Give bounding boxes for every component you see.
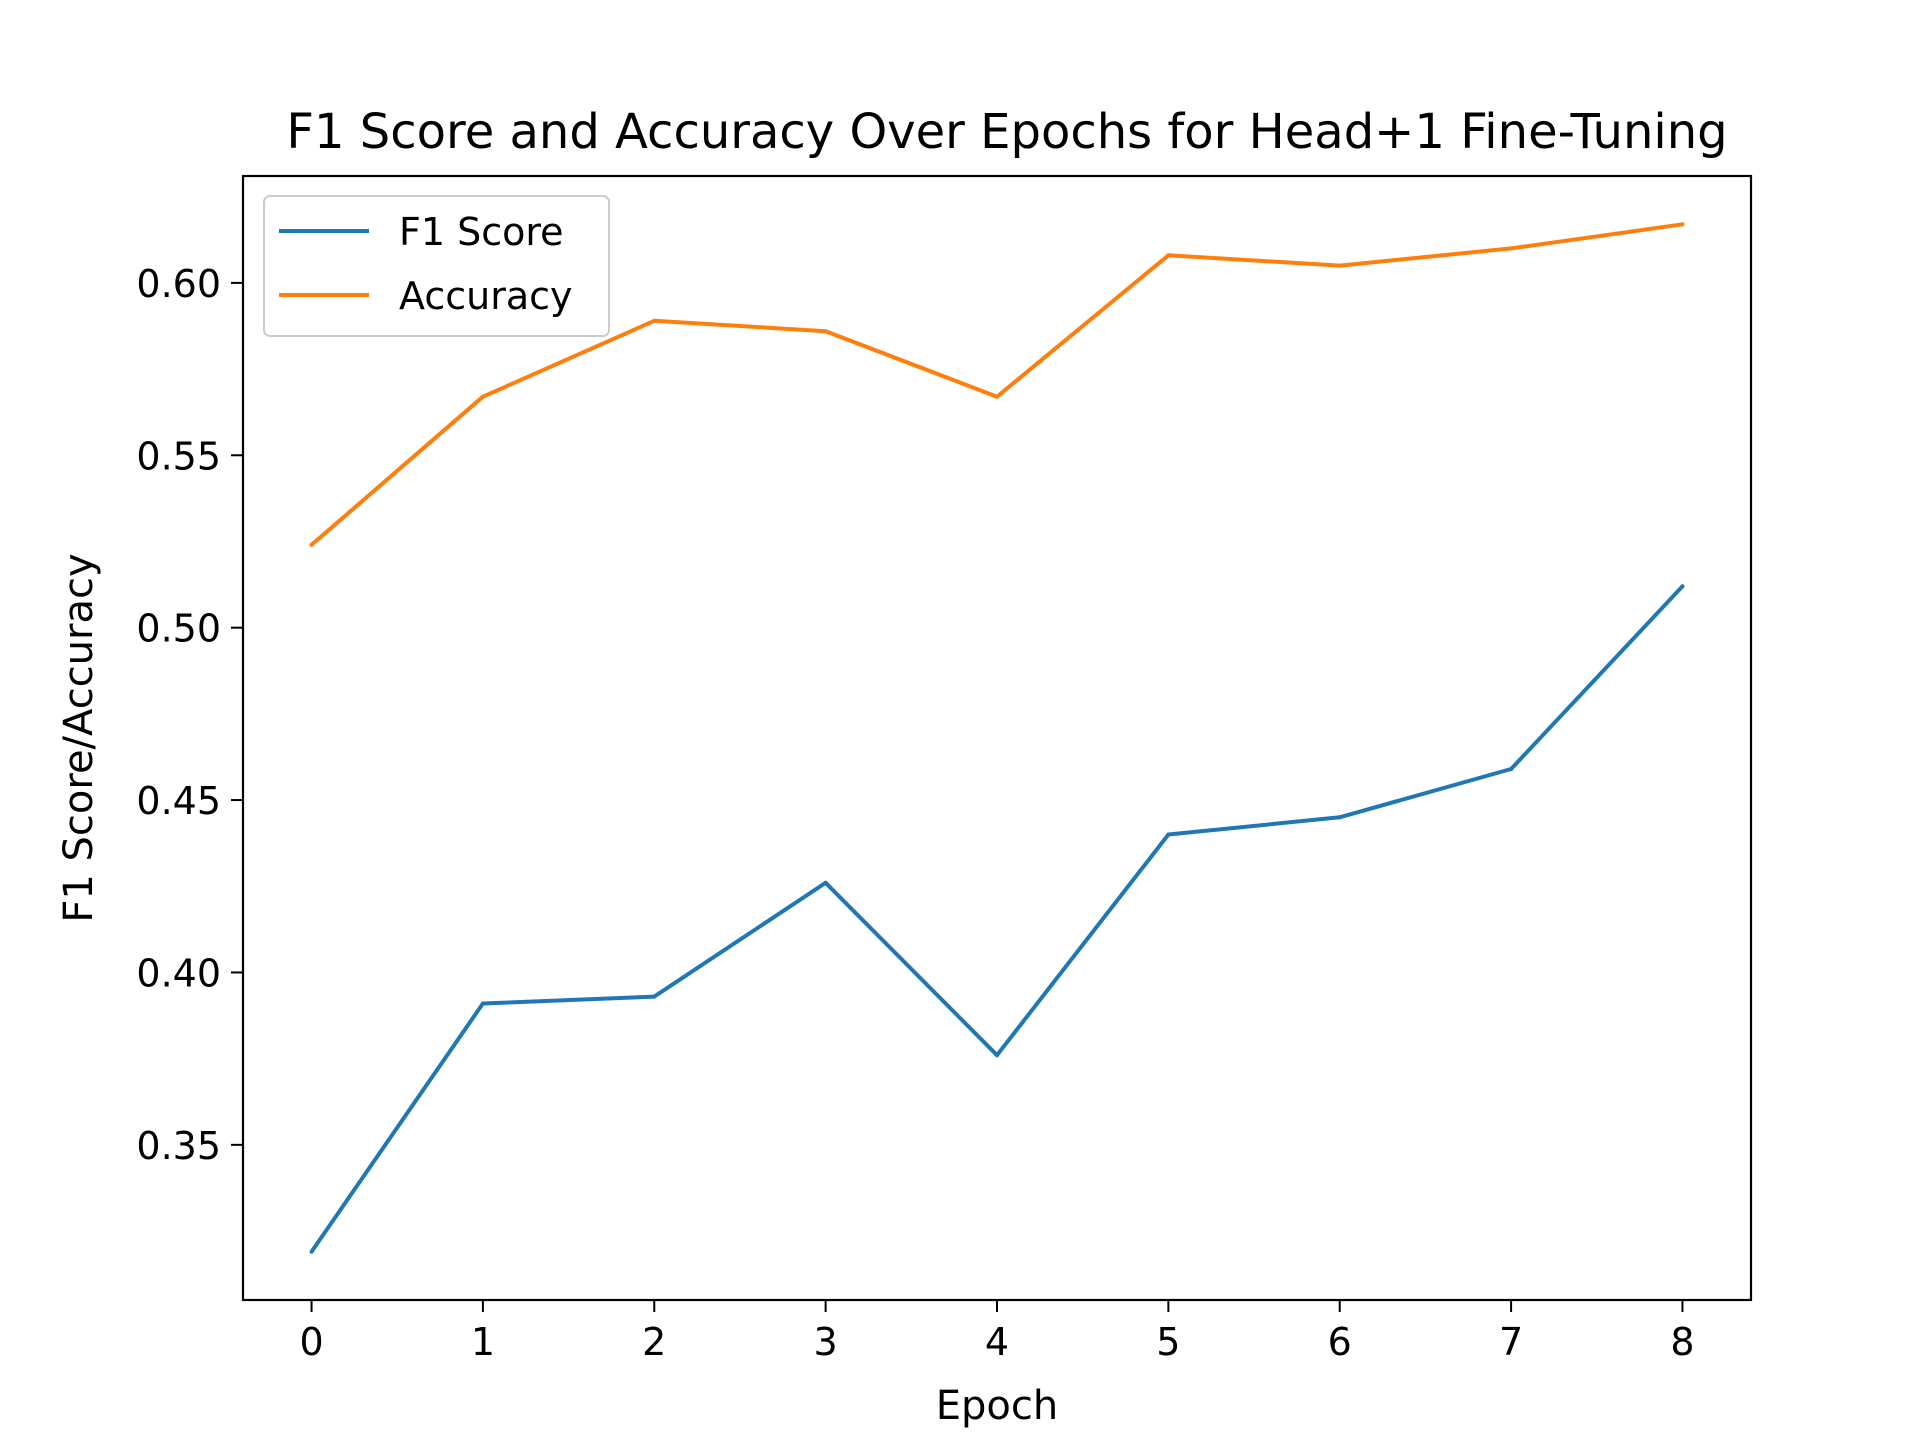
y-axis: 0.35 0.40 0.45 0.50 0.55 0.60 bbox=[136, 262, 243, 1168]
x-tick-label: 3 bbox=[814, 1320, 838, 1364]
data-point bbox=[652, 994, 657, 999]
y-tick-label: 0.60 bbox=[136, 262, 221, 306]
data-point bbox=[480, 394, 485, 399]
data-point bbox=[1509, 767, 1514, 772]
x-tick-label: 7 bbox=[1499, 1320, 1523, 1364]
data-point bbox=[1337, 815, 1342, 820]
data-point bbox=[1509, 246, 1514, 251]
data-point bbox=[823, 880, 828, 885]
y-tick-label: 0.40 bbox=[136, 951, 221, 995]
plot-frame bbox=[241, 174, 1753, 1302]
y-tick-label: 0.45 bbox=[136, 779, 221, 823]
data-point bbox=[995, 1053, 999, 1058]
legend-label-f1-score: F1 Score bbox=[399, 210, 564, 254]
x-tick-label: 6 bbox=[1328, 1320, 1352, 1364]
legend-label-accuracy: Accuracy bbox=[399, 274, 573, 318]
x-tick-label: 0 bbox=[299, 1320, 323, 1364]
y-tick-label: 0.50 bbox=[136, 607, 221, 651]
x-tick-label: 8 bbox=[1670, 1320, 1694, 1364]
data-point bbox=[480, 1001, 485, 1006]
series-layer bbox=[309, 222, 1685, 1254]
data-point bbox=[1680, 222, 1685, 227]
y-tick-label: 0.55 bbox=[136, 434, 221, 478]
legend: F1 Score Accuracy bbox=[263, 195, 610, 337]
x-axis: 0 1 2 3 4 5 6 7 8 bbox=[299, 1300, 1695, 1364]
data-point bbox=[823, 329, 828, 334]
y-axis-label: F1 Score/Accuracy bbox=[56, 553, 102, 922]
data-point bbox=[1680, 584, 1685, 589]
y-tick-label: 0.35 bbox=[136, 1124, 221, 1168]
data-point bbox=[309, 1249, 314, 1254]
data-point bbox=[652, 318, 657, 323]
x-tick-label: 1 bbox=[471, 1320, 495, 1364]
x-tick-label: 2 bbox=[642, 1320, 666, 1364]
data-point bbox=[995, 394, 999, 399]
x-axis-label: Epoch bbox=[936, 1383, 1058, 1429]
data-point bbox=[1166, 253, 1171, 258]
data-point bbox=[309, 542, 314, 547]
data-point bbox=[1337, 263, 1342, 268]
x-tick-label: 4 bbox=[985, 1320, 1009, 1364]
chart-title: F1 Score and Accuracy Over Epochs for He… bbox=[286, 104, 1727, 160]
x-tick-label: 5 bbox=[1156, 1320, 1180, 1364]
data-point bbox=[1166, 832, 1171, 837]
